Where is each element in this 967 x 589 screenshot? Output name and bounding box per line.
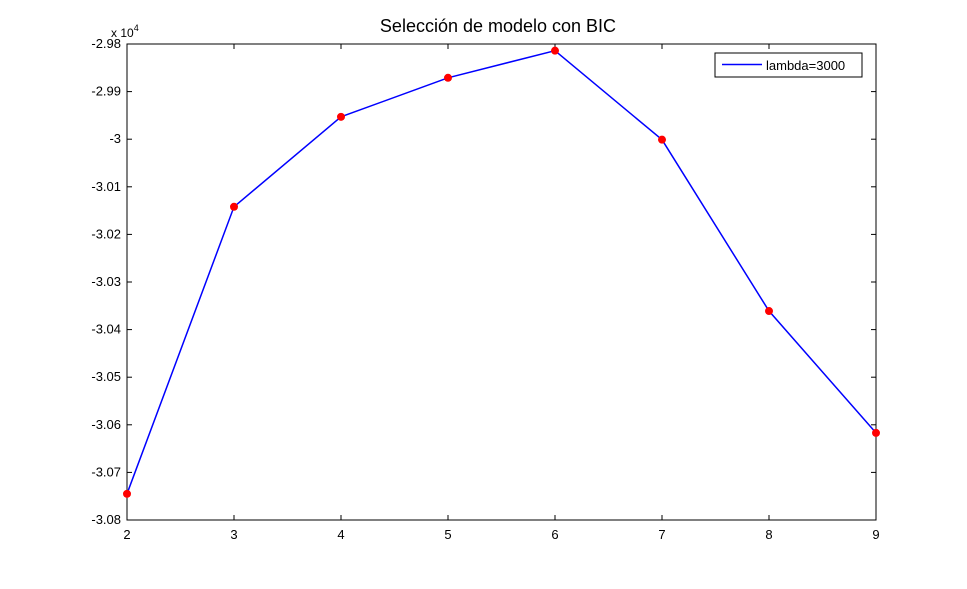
series-layer	[123, 46, 880, 498]
data-point	[123, 489, 131, 498]
x-tick-label: 6	[551, 527, 558, 542]
data-point	[765, 307, 773, 316]
y-tick-label: -3.04	[91, 322, 121, 337]
y-tick-label: -3.01	[91, 179, 121, 194]
data-point	[337, 112, 345, 121]
x-tick-label: 4	[337, 527, 344, 542]
x-tick-label: 2	[123, 527, 130, 542]
y-tick-label: -3.08	[91, 512, 121, 527]
data-point	[658, 135, 666, 144]
y-exponent-power: 4	[134, 23, 139, 33]
x-tick-label: 3	[230, 527, 237, 542]
y-axis: -2.98 -2.99 -3 -3.01 -3.02 -3.03 -3.04 -3.05 -3.…	[91, 36, 876, 527]
y-tick-label: -3.07	[91, 464, 121, 479]
x-tick-label: 9	[872, 527, 879, 542]
y-tick-label: -2.99	[91, 84, 121, 99]
plot-area	[126, 43, 877, 521]
chart-title: Selección de modelo con BIC	[380, 16, 616, 36]
x-tick-label: 7	[658, 527, 665, 542]
x-axis: 2 3 4 5 6 7 8 9	[123, 44, 880, 542]
legend: lambda=3000	[714, 52, 863, 78]
y-exponent-label: x 104	[111, 23, 139, 40]
y-tick-label: -3.05	[91, 369, 121, 384]
y-tick-label: -2.98	[91, 36, 121, 51]
y-tick-label: -3.06	[91, 417, 121, 432]
data-point	[444, 73, 452, 82]
data-point	[230, 202, 238, 211]
y-tick-label: -3	[109, 131, 121, 146]
legend-label: lambda=3000	[766, 58, 845, 73]
y-tick-label: -3.02	[91, 226, 121, 241]
series-line	[126, 49, 877, 495]
x-tick-label: 8	[765, 527, 772, 542]
y-tick-label: -3.03	[91, 274, 121, 289]
data-point	[872, 428, 880, 437]
data-point	[551, 46, 559, 55]
x-tick-label: 5	[444, 527, 451, 542]
y-exponent-base: x 10	[111, 26, 134, 40]
